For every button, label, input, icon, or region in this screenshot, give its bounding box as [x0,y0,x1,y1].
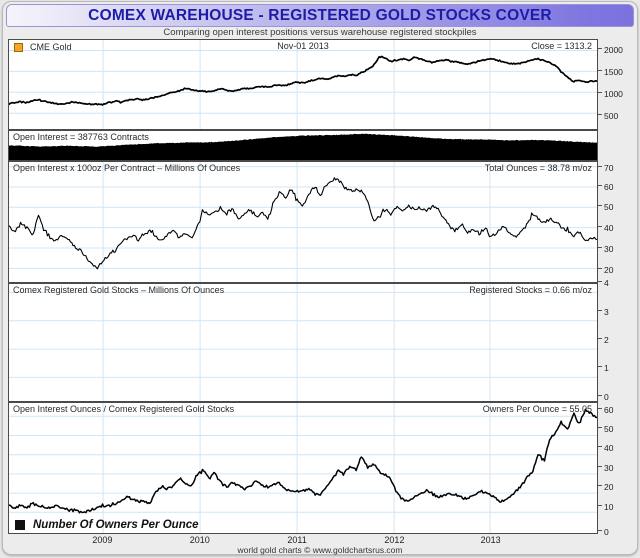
gold-date-label: Nov-01 2013 [277,41,329,51]
total-ounces-value: Total Ounces = 38.78 m/oz [484,163,592,173]
gold-tick-1500: 1500 [598,67,623,77]
own-tick-20: 20 [598,482,613,492]
owners-per-ounce-legend: Number Of Owners Per Ounce [15,519,199,531]
page-subtitle: Comparing open interest positions versus… [163,27,477,38]
oioz-tick-20: 20 [598,265,613,275]
panel-registered-stocks: Comex Registered Gold Stocks – Millions … [8,283,598,402]
x-label-2009: 2009 [92,535,113,545]
gold-close-value: Close = 1313.2 [531,41,592,51]
oioz-tick-70: 70 [598,163,613,173]
panel-open-interest-bars: Open Interest = 387763 Contracts [8,130,598,161]
open-interest-ounces-plot [9,162,597,282]
title-bar: COMEX WAREHOUSE - REGISTERED GOLD STOCKS… [6,4,634,27]
x-label-2013: 2013 [480,535,501,545]
registered-stocks-plot [9,284,597,401]
reg-tick-0: 0 [598,392,609,402]
owners-per-ounce-label: Open Interest Ounces / Comex Registered … [13,404,235,414]
open-interest-label: Open Interest = 387763 Contracts [13,132,149,142]
reg-tick-2: 2 [598,335,609,345]
own-tick-50: 50 [598,424,613,434]
reg-tick-4: 4 [598,278,609,288]
right-axis-gutter: 2000 1500 1000 500 70 60 50 40 30 20 4 3… [598,39,638,537]
oioz-tick-40: 40 [598,223,613,233]
own-tick-60: 60 [598,405,613,415]
open-interest-bars-plot [9,133,597,160]
black-swatch-icon [15,520,25,530]
gold-swatch-icon [14,42,23,52]
x-label-2010: 2010 [189,535,210,545]
gold-tick-2000: 2000 [598,45,623,55]
page-title: COMEX WAREHOUSE - REGISTERED GOLD STOCKS… [88,7,552,24]
x-label-2012: 2012 [384,535,405,545]
owners-per-ounce-plot [9,403,597,533]
own-tick-40: 40 [598,443,613,453]
x-axis-labels: 2009 2010 2011 2012 2013 [8,535,598,547]
x-label-2011: 2011 [287,535,307,545]
gold-tick-1000: 1000 [598,89,623,99]
reg-tick-3: 3 [598,307,609,317]
oioz-tick-50: 50 [598,202,613,212]
panel-cme-gold: CME Gold Nov-01 2013 Close = 1313.2 [8,39,598,130]
registered-stocks-label: Comex Registered Gold Stocks – Millions … [13,285,225,295]
own-tick-10: 10 [598,502,613,512]
oioz-tick-60: 60 [598,182,613,192]
chart-panels: CME Gold Nov-01 2013 Close = 1313.2 Open… [8,39,598,534]
own-tick-0: 0 [598,527,609,537]
reg-tick-1: 1 [598,363,609,373]
panel-open-interest-ounces: Open Interest x 100oz Per Contract – Mil… [8,161,598,283]
cme-gold-plot [9,40,597,129]
owners-per-ounce-value: Owners Per Ounce = 55.05 [482,404,592,414]
registered-stocks-value: Registered Stocks = 0.66 m/oz [469,285,592,295]
own-tick-30: 30 [598,463,613,473]
cme-gold-legend-label: CME Gold [30,42,72,52]
panel-owners-per-ounce: Open Interest Ounces / Comex Registered … [8,402,598,534]
gold-tick-500: 500 [598,111,618,121]
owners-per-ounce-legend-label: Number Of Owners Per Ounce [33,519,199,531]
credit-line: world gold charts © www.goldchartsrus.co… [237,545,403,555]
oioz-tick-30: 30 [598,244,613,254]
open-interest-ounces-label: Open Interest x 100oz Per Contract – Mil… [13,163,241,173]
cme-gold-legend: CME Gold [14,42,72,52]
